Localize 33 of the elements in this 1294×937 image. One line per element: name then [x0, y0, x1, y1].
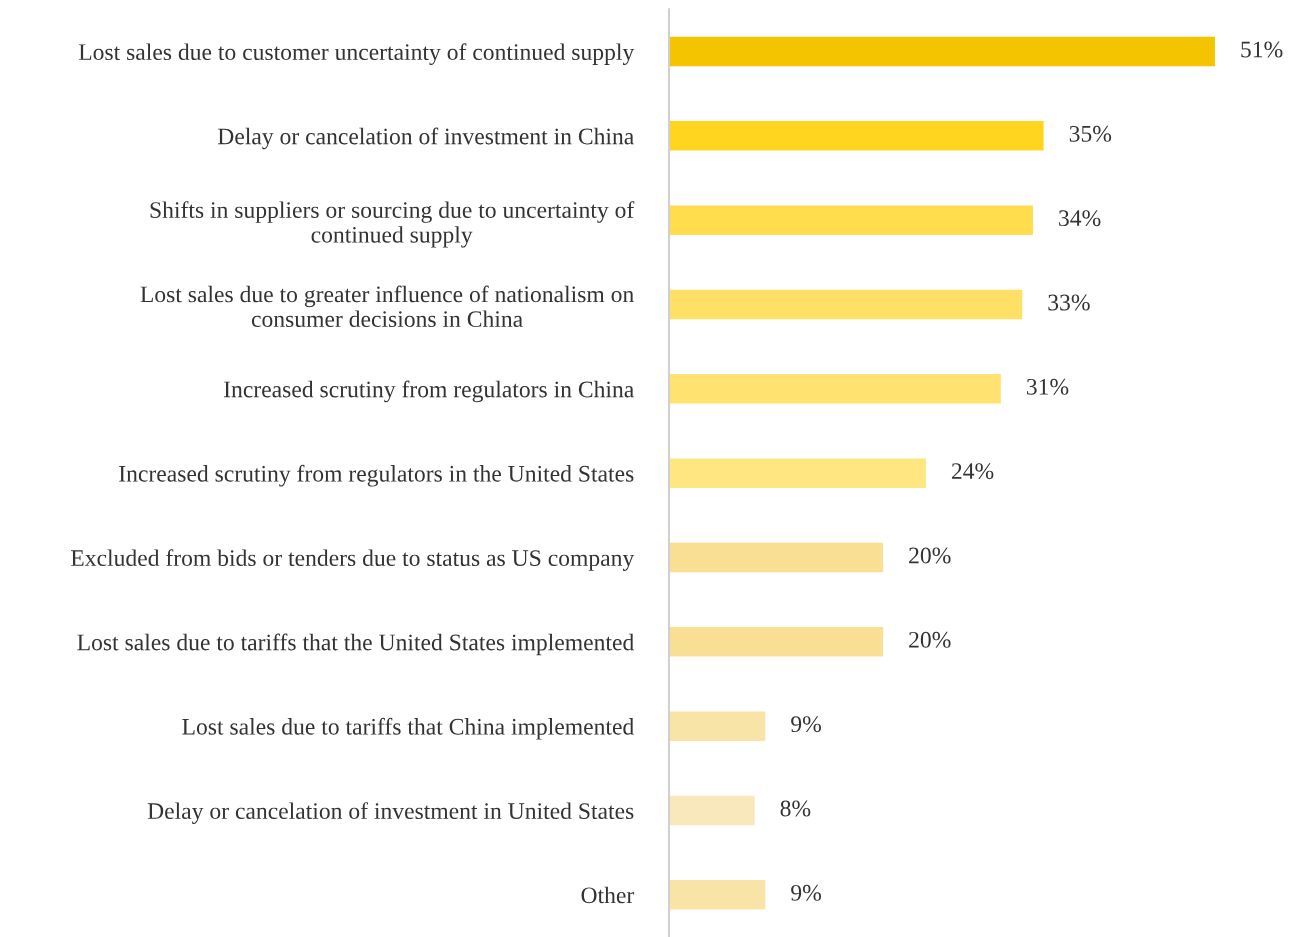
data-label: 20%	[909, 631, 951, 648]
bar	[669, 205, 1033, 235]
bar	[669, 289, 1023, 320]
y-tick-label: Lost sales due to greater influence of nationalism on consumer decisions in China	[140, 285, 634, 328]
bar	[669, 627, 884, 657]
y-tick-label: Lost sales due to customer uncertainty of continued supply	[78, 43, 635, 65]
y-tick-label: Delay or cancelation of investment in United States	[147, 802, 634, 824]
data-label: 51%	[1241, 41, 1283, 58]
y-tick-label: Excluded from bids or tenders due to status as US company	[71, 549, 635, 571]
bar	[669, 374, 1001, 404]
y-tick-label: Increased scrutiny from regulators in the United States	[119, 464, 634, 487]
data-label: 9%	[791, 716, 822, 733]
y-tick-label: Lost sales due to tariffs that China implemented	[182, 717, 634, 740]
y-tick-label: Lost sales due to tariffs that the United States implemented	[77, 633, 634, 656]
bar	[669, 711, 766, 741]
bar	[669, 880, 766, 910]
data-label: 8%	[780, 800, 811, 817]
data-label: 9%	[791, 884, 822, 901]
y-tick-label: Increased scrutiny from regulators in China	[224, 380, 634, 403]
y-tick-label: Delay or cancelation of investment in China	[217, 127, 634, 150]
bar	[669, 458, 926, 488]
bar	[669, 795, 755, 826]
data-label: 24%	[951, 463, 994, 480]
y-tick-label: Shifts in suppliers or sourcing due to uncertainty of continued supply	[150, 201, 635, 248]
bar	[669, 121, 1044, 151]
data-label: 33%	[1048, 294, 1090, 311]
data-label: 31%	[1026, 378, 1069, 395]
data-label: 35%	[1069, 125, 1112, 142]
y-tick-label: Other	[581, 886, 635, 904]
bar	[669, 542, 884, 573]
data-label: 20%	[909, 547, 951, 564]
bar	[669, 36, 1215, 67]
data-label: 34%	[1059, 210, 1101, 227]
